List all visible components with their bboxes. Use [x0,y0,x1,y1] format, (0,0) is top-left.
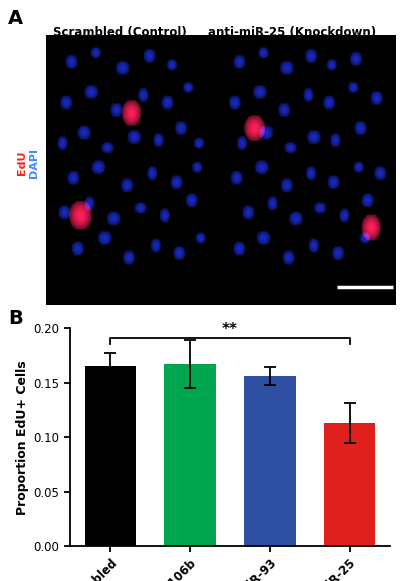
Text: Scrambled (Control): Scrambled (Control) [53,26,187,39]
Bar [324,423,376,546]
Text: EdU: EdU [17,150,27,175]
Bar [84,367,136,546]
Text: DAPI: DAPI [29,148,39,178]
Bar [164,364,216,546]
Y-axis label: Proportion EdU+ Cells: Proportion EdU+ Cells [16,360,30,515]
Text: **: ** [222,322,238,337]
Text: B: B [8,309,23,328]
Text: A: A [8,9,23,28]
Text: anti-miR-25 (Knockdown): anti-miR-25 (Knockdown) [208,26,376,39]
Bar [244,376,296,546]
